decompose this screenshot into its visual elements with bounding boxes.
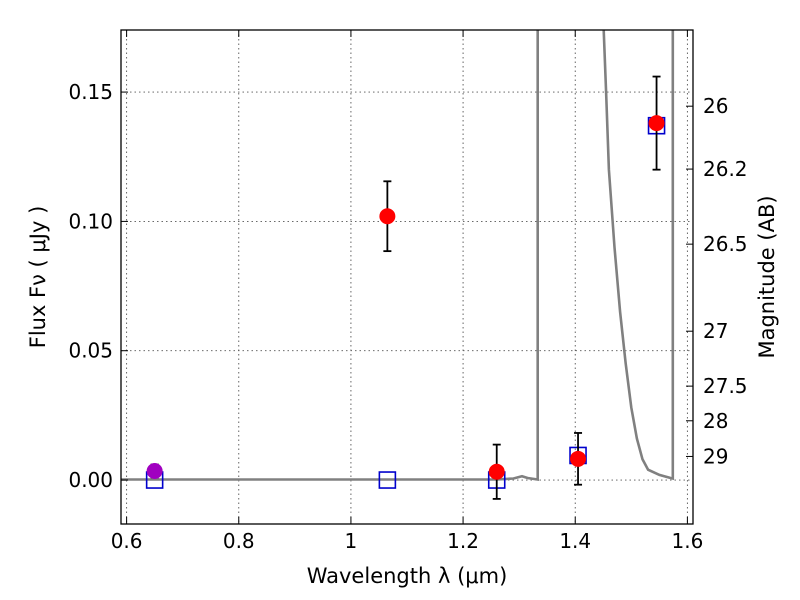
x-axis-title: Wavelength λ (μm) — [307, 564, 508, 588]
mag-tick-label: 28 — [703, 409, 728, 433]
ticks: 0.6 0.8 1 1.2 1.4 1.6 0.00 0.05 0.10 0.15 26 26.2 26… — [68, 30, 748, 553]
mag-tick-label: 27.5 — [703, 374, 748, 398]
x-tick-label: 1 — [345, 529, 358, 553]
observed-flux-point — [146, 462, 163, 479]
mag-tick-label: 26 — [703, 94, 728, 118]
x-tick-label: 0.8 — [223, 529, 255, 553]
mag-tick-label: 26.2 — [703, 157, 748, 181]
x-tick-label: 1.2 — [447, 529, 479, 553]
plot-frame — [120, 29, 694, 525]
y-tick-label: 0.05 — [68, 339, 113, 363]
y-tick-label: 0.00 — [68, 468, 113, 492]
x-tick-label: 1.6 — [671, 529, 703, 553]
series-layer — [121, 30, 675, 500]
spectrum-line — [121, 30, 675, 482]
y-tick-label: 0.15 — [68, 80, 113, 104]
x-tick-label: 0.6 — [111, 529, 143, 553]
observed-flux-point — [488, 463, 505, 480]
model-square-point — [378, 471, 397, 489]
mag-tick-label: 27 — [703, 319, 728, 343]
y-axis-title: Flux Fν ( μJy ) — [26, 206, 50, 349]
observed-flux-point — [648, 115, 665, 132]
observed-flux-point — [379, 208, 396, 225]
y-axis-right-title: Magnitude (AB) — [755, 195, 779, 358]
mag-tick-label: 26.5 — [703, 232, 748, 256]
observed-flux-point — [570, 450, 587, 467]
mag-tick-label: 29 — [703, 444, 728, 468]
y-tick-label: 0.10 — [68, 209, 113, 233]
x-tick-label: 1.4 — [559, 529, 591, 553]
